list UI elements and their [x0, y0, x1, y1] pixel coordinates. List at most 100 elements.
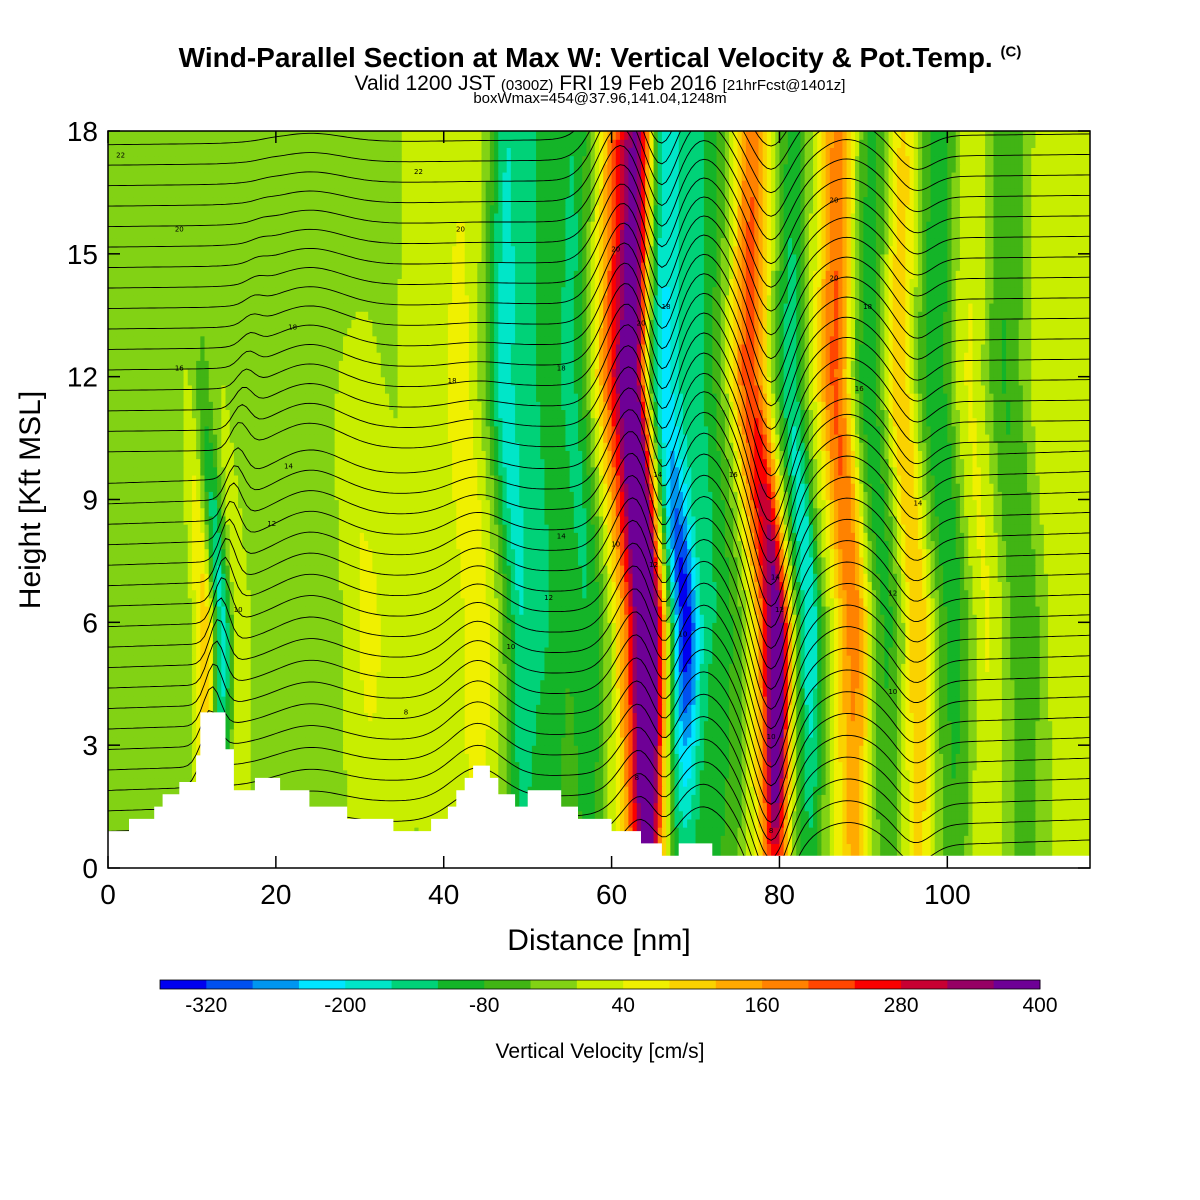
theta-contour	[108, 649, 1090, 787]
contour-label: 22	[414, 168, 423, 176]
theta-contour	[108, 671, 1090, 805]
contour-label: 20	[456, 225, 465, 233]
contour-label: 16	[855, 385, 864, 393]
contour-label: 14	[771, 573, 780, 581]
theta-contour	[108, 517, 1090, 670]
theta-contour	[108, 496, 1090, 650]
theta-contour	[108, 145, 1090, 265]
colorbar-swatch	[160, 980, 207, 989]
y-tick-label: 9	[82, 485, 98, 516]
theta-contour	[108, 283, 1090, 430]
y-tick-label: 15	[67, 239, 98, 270]
colorbar-frame	[159, 979, 1041, 990]
contour-label: 8	[635, 774, 639, 782]
colorbar-label: 40	[612, 994, 635, 1017]
colorbar-label: -80	[469, 994, 499, 1017]
theta-contour	[108, 242, 1090, 383]
colorbar-swatch	[854, 980, 902, 989]
x-tick-label: 100	[924, 879, 971, 910]
colorbar-swatch	[623, 980, 670, 989]
contour-label: 18	[557, 365, 566, 373]
theta-contour	[108, 345, 1090, 500]
x-tick-label: 40	[428, 879, 459, 910]
theta-contour	[108, 222, 1090, 360]
contour-label: 22	[116, 152, 125, 160]
x-tick-label: 0	[100, 879, 116, 910]
colorbar-swatch	[345, 980, 393, 989]
theta-contour	[108, 387, 1090, 542]
contour-label: 12	[649, 561, 658, 569]
contour-label: 10	[888, 688, 897, 696]
box-info: boxWmax=454@37.96,141.04,1248m	[0, 90, 1200, 107]
y-tick-label: 12	[67, 362, 98, 393]
contour-label: 10	[234, 606, 243, 614]
theta-contour	[108, 262, 1090, 407]
colorbar-label: -200	[324, 994, 366, 1017]
theta-contour	[108, 366, 1090, 523]
contour-label: 18	[662, 303, 671, 311]
theta-contour	[108, 34, 1090, 123]
contour-label: 20	[637, 319, 646, 327]
copyright-mark: (C)	[1001, 44, 1022, 61]
contour-label: 14	[284, 463, 293, 471]
theta-contour	[108, 582, 1090, 730]
contour-label: 16	[729, 471, 738, 479]
contour-label: 10	[506, 643, 515, 651]
valid-prefix: Valid 1200 JST	[355, 72, 495, 95]
theta-contour	[108, 183, 1090, 312]
forecast-info: [21hrFcst@1401z]	[723, 77, 846, 94]
colorbar-swatch	[762, 980, 809, 989]
colorbar-label: -320	[185, 994, 227, 1017]
contour-label: 12	[544, 594, 553, 602]
colorbar-swatch	[993, 980, 1041, 989]
potential-temperature-contours	[108, 34, 1090, 868]
chart-title: Wind-Parallel Section at Max W: Vertical…	[0, 42, 1200, 74]
contour-label: 14	[913, 500, 922, 508]
colorbar-swatch	[206, 980, 254, 989]
axes: 0 20 40 60 80 100 0 3 6 9 12 15 18	[67, 116, 1090, 910]
colorbar-label: 280	[884, 994, 919, 1017]
theta-contour	[108, 324, 1090, 477]
contour-label: 8	[769, 827, 773, 835]
y-axis-title: Height [Kft MSL]	[14, 391, 47, 609]
valid-time-line: Valid 1200 JST (0300Z) FRI 19 Feb 2016 […	[0, 72, 1200, 96]
colorbar: -320 -200 -80 40 160 280 400	[159, 979, 1058, 1017]
contour-label: 12	[267, 520, 276, 528]
x-axis-title: Distance [nm]	[507, 924, 690, 957]
x-tick-label: 80	[764, 879, 795, 910]
theta-contour	[108, 693, 1090, 823]
theta-contour	[108, 131, 1090, 194]
contour-label: 20	[830, 197, 839, 205]
contour-label: 10	[678, 631, 687, 639]
colorbar-label: 160	[745, 994, 780, 1017]
terrain-mask	[108, 712, 1090, 868]
colorbar-swatch	[252, 980, 300, 989]
theta-contour	[108, 131, 1090, 217]
contour-label: 18	[863, 303, 872, 311]
contour-label: 20	[611, 246, 620, 254]
contour-label: 16	[175, 365, 184, 373]
colorbar-swatch	[437, 980, 485, 989]
y-tick-label: 3	[82, 730, 98, 761]
colorbar-swatch	[808, 980, 856, 989]
colorbar-swatch	[669, 980, 717, 989]
colorbar-swatch	[298, 980, 346, 989]
x-tick-label: 20	[260, 879, 291, 910]
contour-label: 10	[611, 541, 620, 549]
theta-contour	[108, 303, 1090, 454]
contour-label: 12	[775, 606, 784, 614]
contour-label: 20	[175, 225, 184, 233]
theta-contour	[108, 560, 1090, 710]
theta-contour	[108, 131, 1090, 241]
terrain-profile	[108, 712, 1090, 868]
valid-utc: (0300Z)	[501, 77, 554, 94]
colorbar-title: Vertical Velocity [cm/s]	[496, 1040, 705, 1063]
colorbar-label: 400	[1022, 994, 1057, 1017]
theta-contour	[108, 716, 1090, 841]
colorbar-swatch	[901, 980, 948, 989]
contour-label: 14	[653, 471, 662, 479]
theta-contour	[108, 164, 1090, 288]
x-tick-label: 60	[596, 879, 627, 910]
y-tick-label: 6	[82, 607, 98, 638]
